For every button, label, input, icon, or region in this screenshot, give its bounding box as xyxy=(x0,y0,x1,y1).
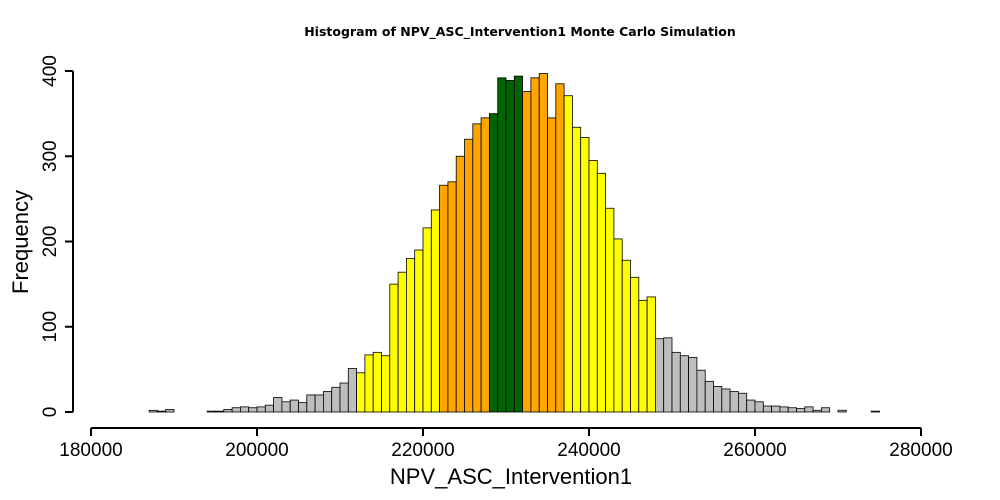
histogram-bar xyxy=(804,406,814,413)
histogram-bar xyxy=(738,392,748,413)
histogram-bar xyxy=(264,404,274,413)
histogram-bar xyxy=(787,407,797,413)
histogram-bar xyxy=(405,258,416,413)
histogram-bar xyxy=(231,407,241,413)
histogram-bar xyxy=(771,405,781,413)
x-tick-label: 260000 xyxy=(723,440,786,461)
histogram-bar xyxy=(339,382,349,413)
y-axis-label: Frequency xyxy=(8,190,33,294)
histogram-bar xyxy=(414,249,424,413)
x-axis-label: NPV_ASC_Intervention1 xyxy=(390,464,632,489)
histogram-bar xyxy=(596,172,606,413)
x-tick-label: 200000 xyxy=(225,440,288,461)
histogram-bar xyxy=(555,83,565,413)
histogram-bar xyxy=(156,410,167,413)
histogram-bar xyxy=(314,394,324,413)
x-tick-label: 220000 xyxy=(391,440,454,461)
histogram-bar xyxy=(530,77,540,413)
histogram-bar xyxy=(572,126,582,413)
histogram-bar xyxy=(165,409,175,413)
histogram-bars xyxy=(148,73,880,413)
histogram-bar xyxy=(289,399,299,413)
histogram-bar xyxy=(281,401,291,413)
histogram-bar xyxy=(364,354,374,413)
histogram-bar xyxy=(372,351,382,413)
histogram-bar xyxy=(729,391,739,413)
histogram-bar xyxy=(447,181,457,413)
histogram-bar xyxy=(538,73,548,413)
histogram-bar xyxy=(779,406,789,413)
histogram-bar xyxy=(306,394,316,413)
histogram-bar xyxy=(580,137,590,413)
histogram-bar xyxy=(762,405,772,413)
y-tick-label: 0 xyxy=(40,407,61,418)
histogram-bar xyxy=(679,355,689,413)
histogram-bar xyxy=(488,113,499,413)
histogram-bar xyxy=(464,138,474,413)
histogram-bar xyxy=(215,410,225,413)
histogram-bar xyxy=(322,391,333,413)
histogram-bar xyxy=(621,259,631,413)
histogram-bar xyxy=(746,399,756,413)
y-tick-label: 200 xyxy=(40,226,61,258)
histogram-bar xyxy=(663,337,673,413)
histogram-bar xyxy=(630,276,640,413)
histogram-bar xyxy=(671,351,681,413)
histogram-bar xyxy=(480,117,490,413)
histogram-bar xyxy=(796,408,806,413)
histogram-bar xyxy=(422,227,432,413)
histogram-bar xyxy=(646,296,656,413)
histogram-bar xyxy=(721,388,731,413)
histogram-bar xyxy=(273,397,283,413)
histogram-bar xyxy=(389,283,399,413)
histogram-bar xyxy=(605,207,615,413)
histogram-bar xyxy=(356,372,366,413)
histogram-bar xyxy=(655,338,665,413)
histogram-bar xyxy=(513,75,523,413)
x-tick-label: 180000 xyxy=(59,440,122,461)
histogram-bar xyxy=(547,117,557,413)
histogram-bar xyxy=(638,299,648,413)
histogram-bar xyxy=(613,238,623,413)
x-axis: 180000 200000 220000 240000 260000 280000 xyxy=(59,427,953,461)
chart-title: Histogram of NPV_ASC_Intervention1 Monte… xyxy=(304,24,736,40)
histogram-bar xyxy=(505,79,515,413)
histogram-bar xyxy=(347,368,357,413)
histogram-bar xyxy=(397,271,407,413)
histogram-bar xyxy=(754,401,764,413)
histogram-bar xyxy=(472,123,482,413)
histogram-bar xyxy=(248,407,258,413)
y-tick-label: 300 xyxy=(40,140,61,172)
histogram-bar xyxy=(870,410,880,413)
histogram-bar xyxy=(812,409,822,413)
y-tick-label: 400 xyxy=(40,55,61,87)
histogram-bar xyxy=(497,77,507,413)
x-tick-label: 280000 xyxy=(889,440,952,461)
histogram-bar xyxy=(713,386,723,413)
histogram-bar xyxy=(704,380,714,413)
histogram-bar xyxy=(522,91,532,413)
y-axis: 0 100 200 300 400 xyxy=(40,55,74,418)
histogram-bar xyxy=(206,410,216,413)
histogram-bar xyxy=(439,184,449,413)
histogram-bar xyxy=(331,386,341,413)
histogram-bar xyxy=(563,95,573,413)
histogram-bar xyxy=(837,409,847,413)
histogram-bar xyxy=(256,406,266,413)
histogram-bar xyxy=(696,369,706,413)
histogram-bar xyxy=(688,357,698,413)
histogram-bar xyxy=(821,407,831,413)
histogram-bar xyxy=(588,160,598,413)
histogram-bar xyxy=(455,155,465,413)
histogram-bar xyxy=(223,409,233,413)
histogram-bar xyxy=(239,406,250,413)
histogram-bar xyxy=(298,402,308,413)
histogram-bar xyxy=(148,409,158,413)
x-tick-label: 240000 xyxy=(557,440,620,461)
histogram-bar xyxy=(381,355,391,413)
histogram-bar xyxy=(430,209,440,413)
y-tick-label: 100 xyxy=(40,311,61,343)
